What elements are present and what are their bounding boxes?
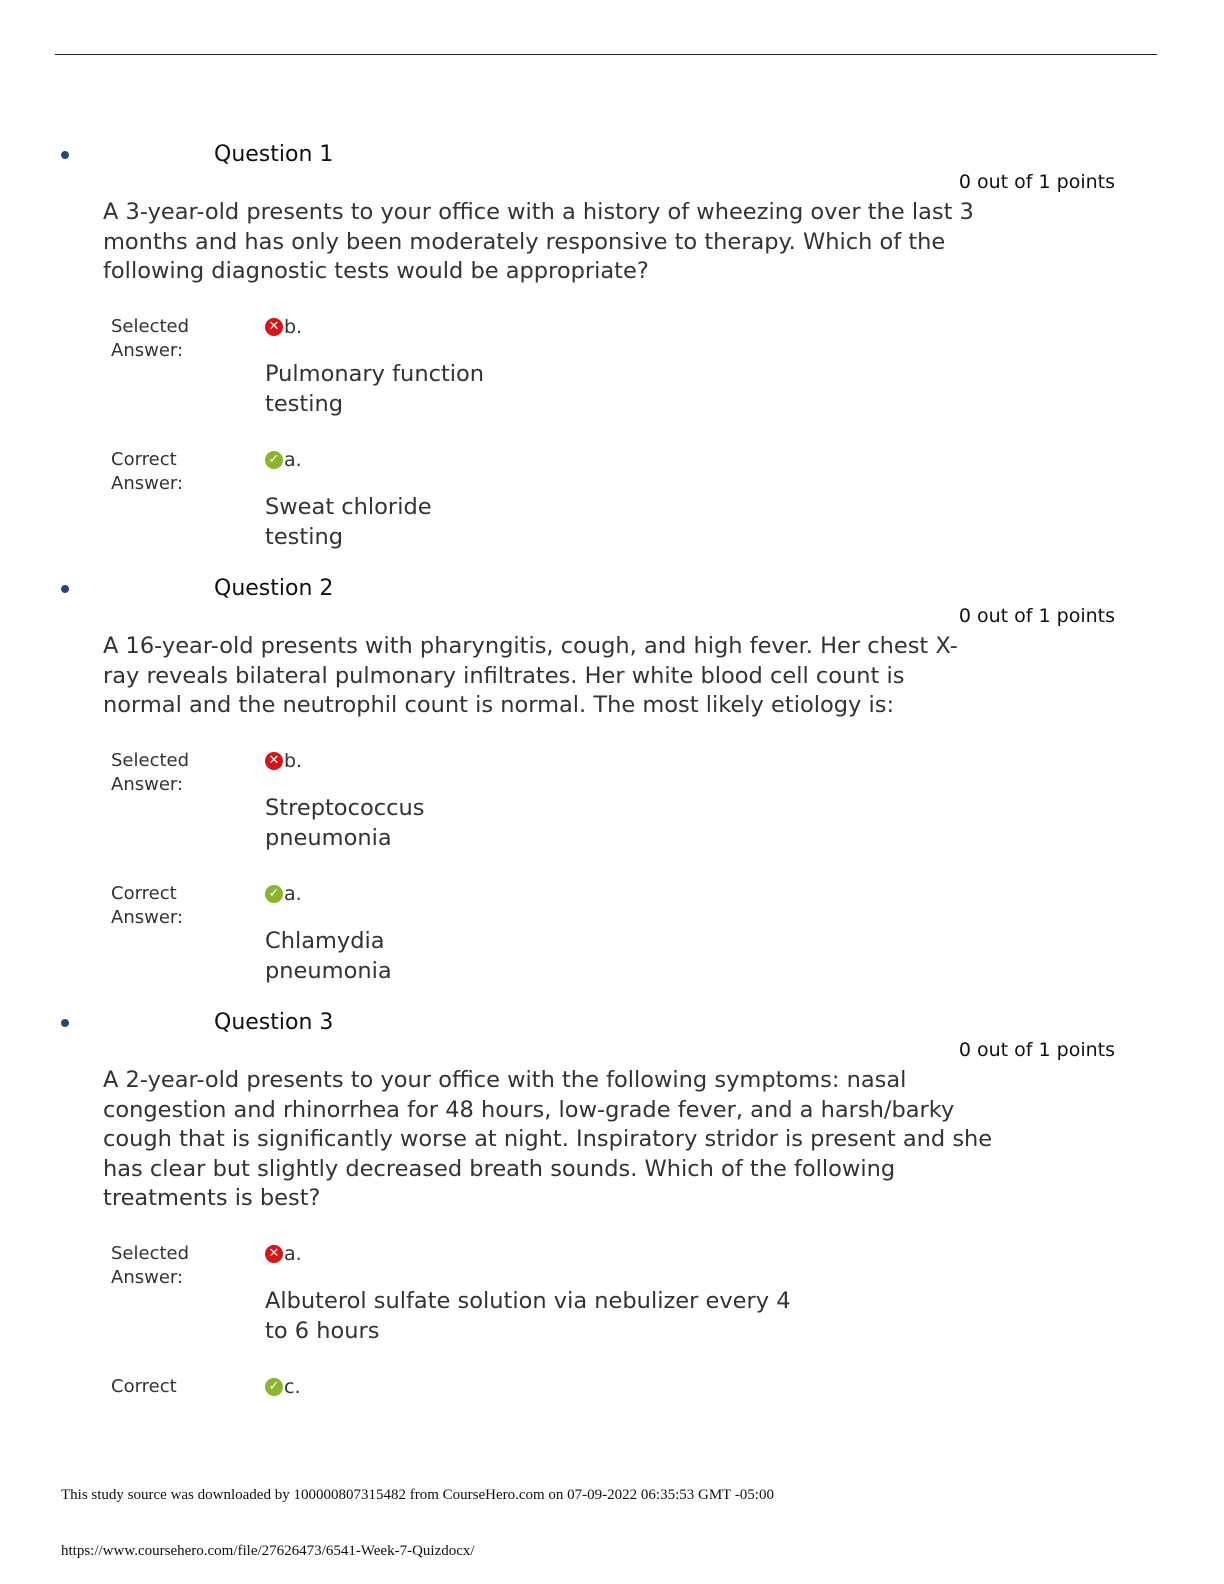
correct-answer-row: Correct Answer: ✓ a. Sweat chloride testi…: [0, 448, 1224, 552]
selected-answer-row: Selected Answer: ✕ a. Albuterol sulfate s…: [0, 1242, 1224, 1346]
x-circle-icon: ✕: [265, 752, 283, 770]
download-note: This study source was downloaded by 1000…: [61, 1487, 774, 1503]
correct-answer-row: Correct ✓ c.: [0, 1375, 1224, 1399]
x-circle-icon: ✕: [265, 318, 283, 336]
question-title: Question 1: [214, 142, 334, 167]
bullet-icon: [61, 151, 69, 159]
correct-answer-label: Correct: [111, 1376, 177, 1397]
question-points: 0 out of 1 points: [958, 1039, 1115, 1061]
bullet-icon: [61, 585, 69, 593]
question-title: Question 2: [214, 576, 334, 601]
selected-answer-row: Selected Answer: ✕ b. Streptococcus pneum…: [0, 749, 1224, 853]
correct-answer-letter: a.: [284, 883, 302, 905]
question-points: 0 out of 1 points: [958, 171, 1115, 193]
correct-answer-letter: c.: [284, 1376, 301, 1398]
check-circle-icon: ✓: [265, 1378, 283, 1396]
selected-answer-text: Albuterol sulfate solution via nebulizer…: [265, 1288, 791, 1344]
top-divider: [55, 54, 1157, 55]
question-text: A 2-year-old presents to your office wit…: [103, 1067, 993, 1211]
correct-answer-label: Correct Answer:: [111, 449, 184, 494]
check-circle-icon: ✓: [265, 885, 283, 903]
bullet-icon: [61, 1019, 69, 1027]
selected-answer-letter: b.: [284, 750, 303, 772]
correct-answer-label: Correct Answer:: [111, 883, 184, 928]
selected-answer-row: Selected Answer: ✕ b. Pulmonary function …: [0, 315, 1224, 419]
selected-answer-label: Selected Answer:: [111, 750, 190, 795]
selected-answer-text: Pulmonary function testing: [265, 361, 485, 417]
correct-answer-letter: a.: [284, 449, 302, 471]
question-title: Question 3: [214, 1010, 334, 1035]
correct-answer-text: Sweat chloride testing: [265, 494, 432, 550]
correct-answer-text: Chlamydia pneumonia: [265, 928, 392, 984]
question-text: A 3-year-old presents to your office wit…: [103, 199, 974, 284]
x-circle-icon: ✕: [265, 1245, 283, 1263]
question-text: A 16-year-old presents with pharyngitis,…: [103, 633, 958, 718]
selected-answer-text: Streptococcus pneumonia: [265, 795, 425, 851]
source-url[interactable]: https://www.coursehero.com/file/27626473…: [61, 1543, 475, 1559]
question-points: 0 out of 1 points: [958, 605, 1115, 627]
correct-answer-row: Correct Answer: ✓ a. Chlamydia pneumonia: [0, 882, 1224, 986]
selected-answer-label: Selected Answer:: [111, 1243, 190, 1288]
check-circle-icon: ✓: [265, 451, 283, 469]
selected-answer-letter: b.: [284, 316, 303, 338]
selected-answer-letter: a.: [284, 1243, 302, 1265]
selected-answer-label: Selected Answer:: [111, 316, 190, 361]
